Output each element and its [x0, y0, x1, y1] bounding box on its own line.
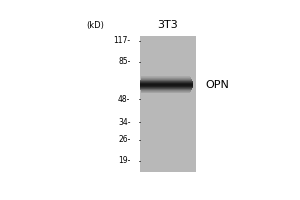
Bar — [141, 78, 191, 79]
Bar — [141, 90, 191, 91]
Bar — [140, 88, 193, 89]
Bar — [141, 77, 190, 78]
Bar — [141, 92, 190, 93]
Bar — [141, 76, 190, 77]
Text: OPN: OPN — [205, 80, 229, 90]
Text: 85-: 85- — [118, 57, 130, 66]
Bar — [141, 77, 190, 78]
Bar — [140, 82, 193, 83]
Bar — [140, 79, 192, 80]
Text: 34-: 34- — [118, 118, 130, 127]
Bar — [140, 89, 192, 90]
Bar — [140, 84, 193, 85]
Bar — [140, 87, 193, 88]
Bar — [141, 92, 190, 93]
Bar — [141, 90, 191, 91]
Bar — [141, 79, 191, 80]
Bar — [140, 81, 193, 82]
Bar — [140, 89, 192, 90]
Bar — [140, 86, 193, 87]
Bar — [141, 91, 191, 92]
Bar — [141, 78, 191, 79]
Bar — [140, 82, 193, 83]
Bar — [140, 87, 193, 88]
Text: 117-: 117- — [113, 36, 130, 45]
Bar — [140, 36, 196, 172]
Text: (kD): (kD) — [87, 21, 105, 30]
Text: 19-: 19- — [118, 156, 130, 165]
Bar — [140, 80, 192, 81]
Bar — [140, 85, 193, 86]
Text: 26-: 26- — [118, 135, 130, 144]
Bar — [140, 84, 193, 85]
Bar — [140, 83, 193, 84]
Bar — [140, 88, 192, 89]
Bar — [141, 76, 190, 77]
Text: 48-: 48- — [118, 95, 130, 104]
Bar — [140, 86, 193, 87]
Bar — [140, 80, 192, 81]
Bar — [141, 79, 192, 80]
Text: 3T3: 3T3 — [157, 20, 178, 30]
Bar — [140, 81, 193, 82]
Bar — [140, 83, 193, 84]
Bar — [141, 91, 191, 92]
Bar — [140, 85, 193, 86]
